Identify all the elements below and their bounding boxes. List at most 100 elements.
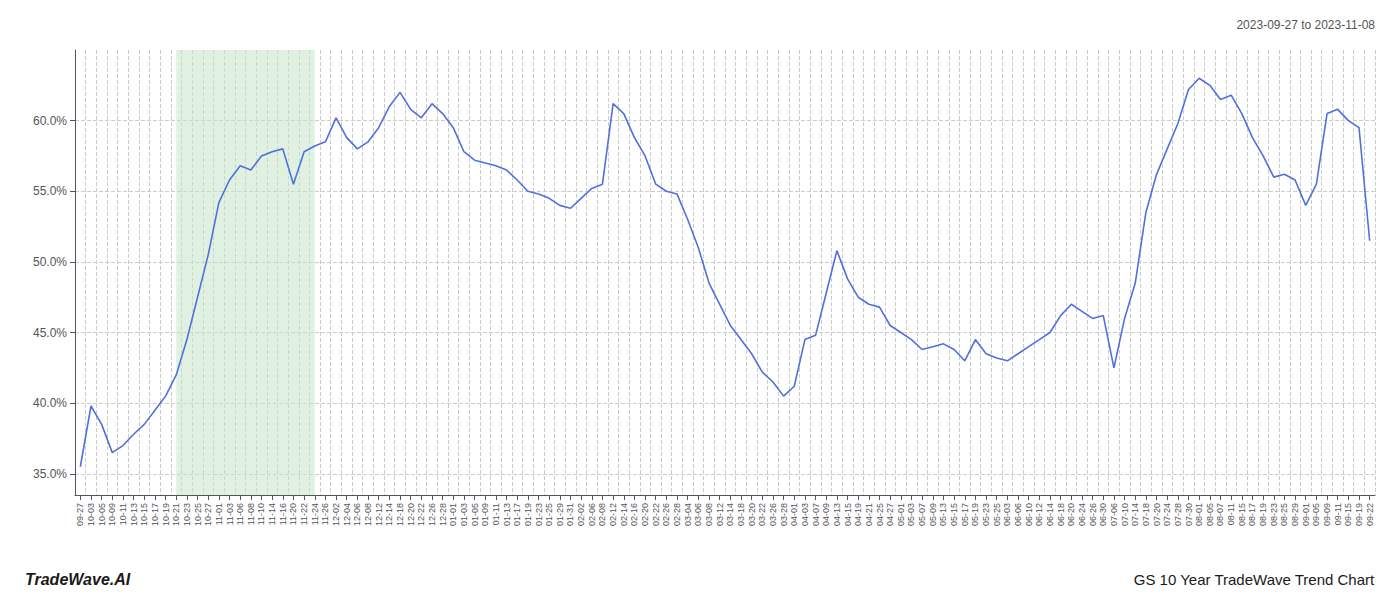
svg-text:10-17: 10-17 — [150, 503, 160, 526]
svg-text:01-03: 01-03 — [459, 503, 469, 526]
svg-text:12-08: 12-08 — [363, 503, 373, 526]
svg-text:10-15: 10-15 — [139, 503, 149, 526]
svg-text:09-19: 09-19 — [1354, 503, 1364, 526]
svg-text:12-14: 12-14 — [384, 503, 394, 526]
svg-text:11-20: 11-20 — [288, 503, 298, 525]
svg-text:07-30: 07-30 — [1184, 503, 1194, 526]
svg-text:11-16: 11-16 — [278, 503, 288, 525]
svg-text:05-09: 05-09 — [928, 503, 938, 526]
svg-text:01-11: 01-11 — [491, 503, 501, 525]
svg-text:04-15: 04-15 — [843, 503, 853, 526]
svg-text:08-05: 08-05 — [1205, 503, 1215, 526]
svg-text:10-13: 10-13 — [129, 503, 139, 526]
svg-text:06-30: 06-30 — [1098, 503, 1108, 526]
svg-text:10-05: 10-05 — [97, 503, 107, 526]
svg-text:05-07: 05-07 — [917, 503, 927, 526]
svg-text:08-15: 08-15 — [1237, 503, 1247, 526]
svg-text:10-23: 10-23 — [182, 503, 192, 526]
svg-text:06-14: 06-14 — [1045, 503, 1055, 526]
svg-text:07-14: 07-14 — [1130, 503, 1140, 526]
svg-text:03-12: 03-12 — [715, 503, 725, 526]
svg-text:40.0%: 40.0% — [33, 396, 67, 410]
svg-text:04-03: 04-03 — [800, 503, 810, 526]
svg-text:06-06: 06-06 — [1013, 503, 1023, 526]
svg-text:01-23: 01-23 — [534, 503, 544, 526]
svg-text:07-24: 07-24 — [1162, 503, 1172, 526]
svg-text:10-19: 10-19 — [161, 503, 171, 526]
svg-text:12-26: 12-26 — [427, 503, 437, 526]
svg-text:08-01: 08-01 — [1194, 503, 1204, 526]
svg-text:05-17: 05-17 — [960, 503, 970, 526]
svg-text:10-27: 10-27 — [203, 503, 213, 526]
svg-text:01-29: 01-29 — [555, 503, 565, 526]
svg-text:02-28: 02-28 — [672, 503, 682, 526]
svg-text:60.0%: 60.0% — [33, 114, 67, 128]
svg-text:01-19: 01-19 — [523, 503, 533, 526]
svg-text:02-16: 02-16 — [629, 503, 639, 526]
svg-text:09-05: 09-05 — [1311, 503, 1321, 526]
svg-text:05-15: 05-15 — [949, 503, 959, 526]
svg-text:08-19: 08-19 — [1258, 503, 1268, 526]
svg-text:06-12: 06-12 — [1034, 503, 1044, 526]
svg-text:09-09: 09-09 — [1322, 503, 1332, 526]
svg-text:2023-09-27 to 2023-11-08: 2023-09-27 to 2023-11-08 — [1236, 18, 1375, 32]
svg-text:04-19: 04-19 — [853, 503, 863, 526]
svg-text:10-21: 10-21 — [171, 503, 181, 526]
svg-text:06-24: 06-24 — [1077, 503, 1087, 526]
svg-text:02-08: 02-08 — [597, 503, 607, 526]
svg-text:11-06: 11-06 — [235, 503, 245, 525]
svg-text:07-18: 07-18 — [1141, 503, 1151, 526]
svg-text:03-14: 03-14 — [725, 503, 735, 526]
svg-text:12-20: 12-20 — [406, 503, 416, 526]
svg-text:05-25: 05-25 — [992, 503, 1002, 526]
svg-text:09-27: 09-27 — [75, 503, 85, 526]
svg-text:10-25: 10-25 — [193, 503, 203, 526]
svg-text:02-22: 02-22 — [651, 503, 661, 526]
svg-text:09-11: 09-11 — [1333, 503, 1343, 525]
svg-text:01-25: 01-25 — [544, 503, 554, 526]
svg-text:12-22: 12-22 — [416, 503, 426, 526]
svg-text:08-29: 08-29 — [1290, 503, 1300, 526]
svg-text:11-26: 11-26 — [320, 503, 330, 525]
svg-text:02-06: 02-06 — [587, 503, 597, 526]
svg-text:02-20: 02-20 — [640, 503, 650, 526]
svg-text:01-31: 01-31 — [565, 503, 575, 526]
svg-text:12-28: 12-28 — [438, 503, 448, 526]
svg-text:08-25: 08-25 — [1279, 503, 1289, 526]
svg-text:05-19: 05-19 — [970, 503, 980, 526]
svg-text:06-03: 06-03 — [1002, 503, 1012, 526]
svg-text:04-09: 04-09 — [821, 503, 831, 526]
svg-text:10-09: 10-09 — [107, 503, 117, 526]
svg-text:04-01: 04-01 — [789, 503, 799, 526]
svg-text:11-22: 11-22 — [299, 503, 309, 525]
svg-text:03-04: 03-04 — [683, 503, 693, 526]
svg-text:02-12: 02-12 — [608, 503, 618, 526]
svg-text:04-07: 04-07 — [811, 503, 821, 526]
svg-text:01-09: 01-09 — [480, 503, 490, 526]
svg-text:12-02: 12-02 — [331, 503, 341, 526]
svg-text:03-20: 03-20 — [747, 503, 757, 526]
svg-text:50.0%: 50.0% — [33, 255, 67, 269]
svg-text:12-06: 12-06 — [352, 503, 362, 526]
svg-text:02-02: 02-02 — [576, 503, 586, 526]
svg-text:07-06: 07-06 — [1109, 503, 1119, 526]
svg-text:03-06: 03-06 — [693, 503, 703, 526]
svg-text:55.0%: 55.0% — [33, 184, 67, 198]
svg-text:06-20: 06-20 — [1066, 503, 1076, 526]
svg-text:10-11: 10-11 — [118, 503, 128, 525]
svg-text:05-23: 05-23 — [981, 503, 991, 526]
svg-text:04-27: 04-27 — [885, 503, 895, 526]
svg-text:35.0%: 35.0% — [33, 467, 67, 481]
svg-text:07-20: 07-20 — [1152, 503, 1162, 526]
svg-text:04-25: 04-25 — [875, 503, 885, 526]
svg-text:03-26: 03-26 — [768, 503, 778, 526]
svg-text:08-23: 08-23 — [1269, 503, 1279, 526]
svg-text:07-10: 07-10 — [1120, 503, 1130, 526]
svg-text:09-01: 09-01 — [1301, 503, 1311, 526]
svg-text:10-03: 10-03 — [86, 503, 96, 526]
svg-text:11-14: 11-14 — [267, 503, 277, 525]
svg-text:02-26: 02-26 — [661, 503, 671, 526]
svg-text:11-08: 11-08 — [246, 503, 256, 525]
svg-text:12-04: 12-04 — [342, 503, 352, 526]
svg-text:03-18: 03-18 — [736, 503, 746, 526]
